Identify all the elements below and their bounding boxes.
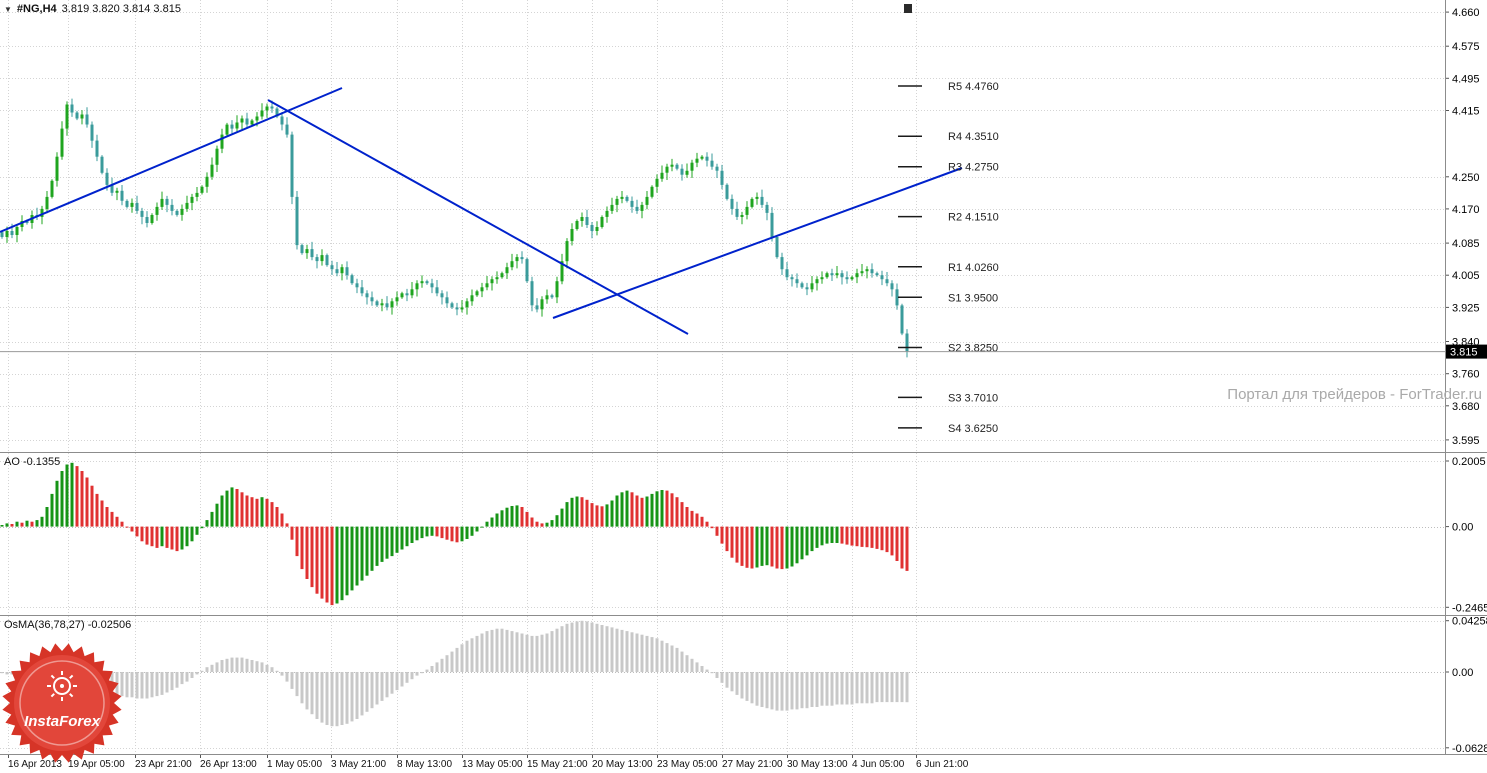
osma-indicator-panel[interactable]: 0.04258 0.00 -0.06285 OsMA(36,78,27) -0.02… [0,616,1487,755]
logo-text: InstaForex [24,713,101,730]
level-grid [0,621,1445,749]
vertical-grid [8,616,917,754]
price-axis-label: 4.495 [1452,73,1480,85]
ao-axis-label: 0.2005 [1452,456,1486,468]
time-tick [331,755,332,758]
time-axis-label: 26 Apr 13:00 [200,759,257,770]
price-axis-label: 3.760 [1452,369,1480,381]
time-axis-label: 6 Jun 21:00 [916,759,969,770]
osma-axis[interactable]: 0.04258 0.00 -0.06285 [1445,616,1487,754]
time-axis-label: 4 Jun 05:00 [852,759,905,770]
watermark: Портал для трейдеров - ForTrader.ru [1227,386,1482,403]
pivot-label: S1 3.9500 [948,292,998,304]
time-tick [916,755,917,758]
osma-indicator-label: OsMA(36,78,27) -0.02506 [4,619,132,631]
chart-symbol: #NG,H4 [16,3,57,15]
price-axis-label: 4.415 [1452,106,1480,118]
pivot-label: R1 4.0260 [948,262,999,274]
time-tick [135,755,136,758]
price-axis-label: 3.595 [1452,435,1480,447]
time-tick [267,755,268,758]
price-axis-label: 4.005 [1452,270,1480,282]
ao-axis-label: -0.2465 [1452,602,1487,614]
time-axis-label: 30 May 13:00 [787,759,848,770]
pivot-levels: R5 4.4760 R4 4.3510 R3 4.2750 R2 4.1510 R1 4… [898,81,999,435]
time-axis-label: 23 May 05:00 [657,759,718,770]
candlestick-series [0,98,909,358]
pivot-label: R3 4.2750 [948,162,999,174]
time-axis-label: 16 Apr 2013 [8,759,62,770]
pivot-label: S2 3.8250 [948,343,998,355]
time-tick [397,755,398,758]
osma-histogram [0,620,909,727]
pivot-label: R5 4.4760 [948,81,999,93]
ao-axis-label: 0.00 [1452,522,1473,534]
time-axis[interactable]: 16 Apr 2013 19 Apr 05:00 23 Apr 21:00 26 Ap… [0,755,1487,773]
osma-axis-label: 0.04258 [1452,616,1487,628]
time-axis-label: 13 May 05:00 [462,759,523,770]
price-axis-label: 3.680 [1452,401,1480,413]
chart-ohlc-values: 3.819 3.820 3.814 3.815 [61,3,181,15]
time-axis-label: 27 May 21:00 [722,759,783,770]
vertical-grid [8,0,917,452]
level-grid [0,461,1445,608]
time-tick [787,755,788,758]
time-tick [462,755,463,758]
chart-title: ▼ #NG,H4 3.819 3.820 3.814 3.815 [4,3,181,15]
time-tick [852,755,853,758]
trendline[interactable] [0,87,343,233]
pivot-label: R2 4.1510 [948,212,999,224]
time-tick [592,755,593,758]
ao-axis[interactable]: 0.2005 0.00 -0.2465 [1445,456,1487,614]
price-axis-label: 4.250 [1452,172,1480,184]
time-tick [200,755,201,758]
osma-axis-label: -0.06285 [1452,743,1487,754]
chart-shift-marker[interactable] [904,4,912,13]
ao-histogram [0,462,909,606]
time-axis-label: 8 May 13:00 [397,759,453,770]
price-axis-label: 4.170 [1452,204,1480,216]
horizontal-grid [0,12,1445,441]
time-tick [8,755,9,758]
pivot-label: S3 3.7010 [948,392,998,404]
time-axis-label: 15 May 21:00 [527,759,588,770]
time-tick [657,755,658,758]
ao-indicator-canvas[interactable]: 0.2005 0.00 -0.2465 [0,453,1487,615]
time-axis-label: 23 Apr 21:00 [135,759,192,770]
ao-indicator-panel[interactable]: 0.2005 0.00 -0.2465 AO -0.1355 [0,453,1487,616]
time-tick [722,755,723,758]
bid-price-tag: 3.815 [1446,344,1487,359]
price-axis[interactable]: 4.660 4.575 4.495 4.415 4.250 4.170 4.085 4.005… [1445,7,1480,447]
time-tick [527,755,528,758]
price-axis-separator [1445,0,1446,755]
time-axis-label: 1 May 05:00 [267,759,323,770]
osma-indicator-canvas[interactable]: 0.04258 0.00 -0.06285 [0,616,1487,754]
main-chart-panel[interactable]: R5 4.4760 R4 4.3510 R3 4.2750 R2 4.1510 R1 4… [0,0,1487,453]
pivot-label: R4 4.3510 [948,131,999,143]
price-axis-label: 3.840 [1452,337,1480,349]
osma-axis-label: 0.00 [1452,667,1473,679]
price-axis-label: 4.085 [1452,238,1480,250]
price-axis-label: 4.575 [1452,41,1480,53]
logo-emblem-icon [47,671,77,701]
price-axis-label: 4.660 [1452,7,1480,19]
instaforex-logo: InstaForex [2,643,122,763]
time-axis-label: 3 May 21:00 [331,759,387,770]
price-axis-label: 3.925 [1452,302,1480,314]
time-axis-label: 20 May 13:00 [592,759,653,770]
logo-disc [14,655,110,751]
time-axis-label: 19 Apr 05:00 [68,759,125,770]
svg-text:3.815: 3.815 [1450,347,1478,359]
symbol-dropdown-icon[interactable]: ▼ [4,4,12,14]
main-chart-canvas[interactable]: R5 4.4760 R4 4.3510 R3 4.2750 R2 4.1510 R1 4… [0,0,1487,452]
trendline[interactable] [552,167,963,319]
pivot-label: S4 3.6250 [948,423,998,435]
ao-indicator-label: AO -0.1355 [4,456,61,468]
